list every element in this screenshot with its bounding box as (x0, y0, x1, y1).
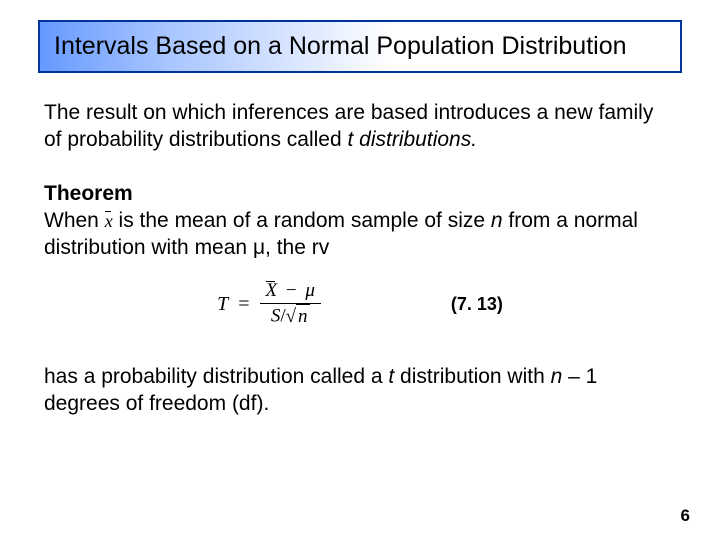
formula-T: T (217, 293, 228, 316)
slide-title: Intervals Based on a Normal Population D… (54, 32, 666, 61)
minus-symbol: − (282, 280, 301, 301)
para3-a: has a probability distribution called a (44, 365, 388, 388)
formula-denominator: S/√n (265, 304, 316, 329)
mu-symbol-formula: μ (305, 280, 315, 301)
theorem-text-b: is the mean of a random sample of size (113, 209, 491, 232)
equation-label: (7. 13) (451, 294, 503, 315)
formula: T = X − μ S/√n (217, 279, 321, 329)
radicand-n: n (296, 304, 310, 329)
theorem-text-a: When (44, 209, 105, 232)
para3-n: n (551, 365, 569, 388)
conclusion-paragraph: has a probability distribution called a … (44, 363, 676, 418)
radical-icon: √ (286, 305, 296, 329)
mu-symbol: μ (253, 236, 265, 259)
xbar-symbol: x (105, 210, 113, 233)
slide-body: The result on which inferences are based… (38, 99, 682, 418)
n-symbol: n (491, 209, 503, 232)
S-symbol: S (271, 306, 281, 327)
formula-eq: = (238, 293, 249, 316)
t-distributions-term: t distributions. (348, 128, 478, 151)
formula-fraction: X − μ S/√n (260, 279, 321, 329)
theorem-label: Theorem (44, 180, 676, 207)
slide: Intervals Based on a Normal Population D… (0, 0, 720, 540)
intro-paragraph: The result on which inferences are based… (44, 99, 676, 154)
sqrt: √n (286, 304, 310, 329)
para3-t: t (388, 365, 400, 388)
title-box: Intervals Based on a Normal Population D… (38, 20, 682, 73)
theorem-text-e: , the rv (265, 236, 329, 259)
formula-numerator: X − μ (260, 279, 321, 303)
formula-row: T = X − μ S/√n (7. 13) (44, 279, 676, 329)
theorem-paragraph: When x is the mean of a random sample of… (44, 207, 676, 262)
para3-c: distribution with (400, 365, 551, 388)
page-number: 6 (681, 506, 690, 526)
Xbar-symbol: X (266, 279, 278, 303)
